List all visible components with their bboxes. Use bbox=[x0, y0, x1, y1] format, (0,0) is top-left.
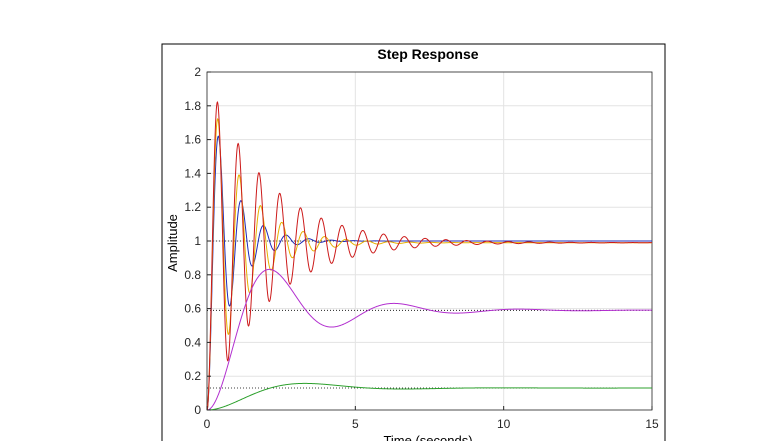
y-tick-label: 1 bbox=[194, 234, 201, 248]
y-tick-label: 0 bbox=[194, 403, 201, 417]
y-tick-label: 0.4 bbox=[184, 335, 201, 349]
series-line-4 bbox=[206, 268, 652, 411]
series-group bbox=[206, 101, 652, 411]
y-tick-label: 2 bbox=[194, 65, 201, 79]
x-tick-label: 5 bbox=[352, 417, 359, 431]
y-tick-label: 1.4 bbox=[184, 166, 201, 180]
y-tick-label: 0.8 bbox=[184, 268, 201, 282]
y-tick-labels: 0 0.2 0.4 0.6 0.8 1 1.2 1.4 1.6 1.8 2 bbox=[184, 65, 211, 417]
y-tick-label: 1.6 bbox=[184, 133, 201, 147]
x-axis-label: Time (seconds) bbox=[383, 433, 472, 441]
chart-title: Step Response bbox=[377, 46, 478, 62]
y-tick-label: 1.2 bbox=[184, 200, 201, 214]
series-line-5 bbox=[207, 382, 652, 411]
y-tick-label: 0.2 bbox=[184, 369, 201, 383]
y-axis-label: Amplitude bbox=[165, 214, 180, 272]
y-tick-label: 1.8 bbox=[184, 99, 201, 113]
x-tick-labels: 0 5 10 15 bbox=[204, 406, 659, 431]
x-tick-label: 0 bbox=[204, 417, 211, 431]
series-line-3 bbox=[206, 101, 652, 411]
y-tick-label: 0.6 bbox=[184, 302, 201, 316]
x-tick-label: 10 bbox=[497, 417, 511, 431]
x-tick-label: 15 bbox=[645, 417, 659, 431]
